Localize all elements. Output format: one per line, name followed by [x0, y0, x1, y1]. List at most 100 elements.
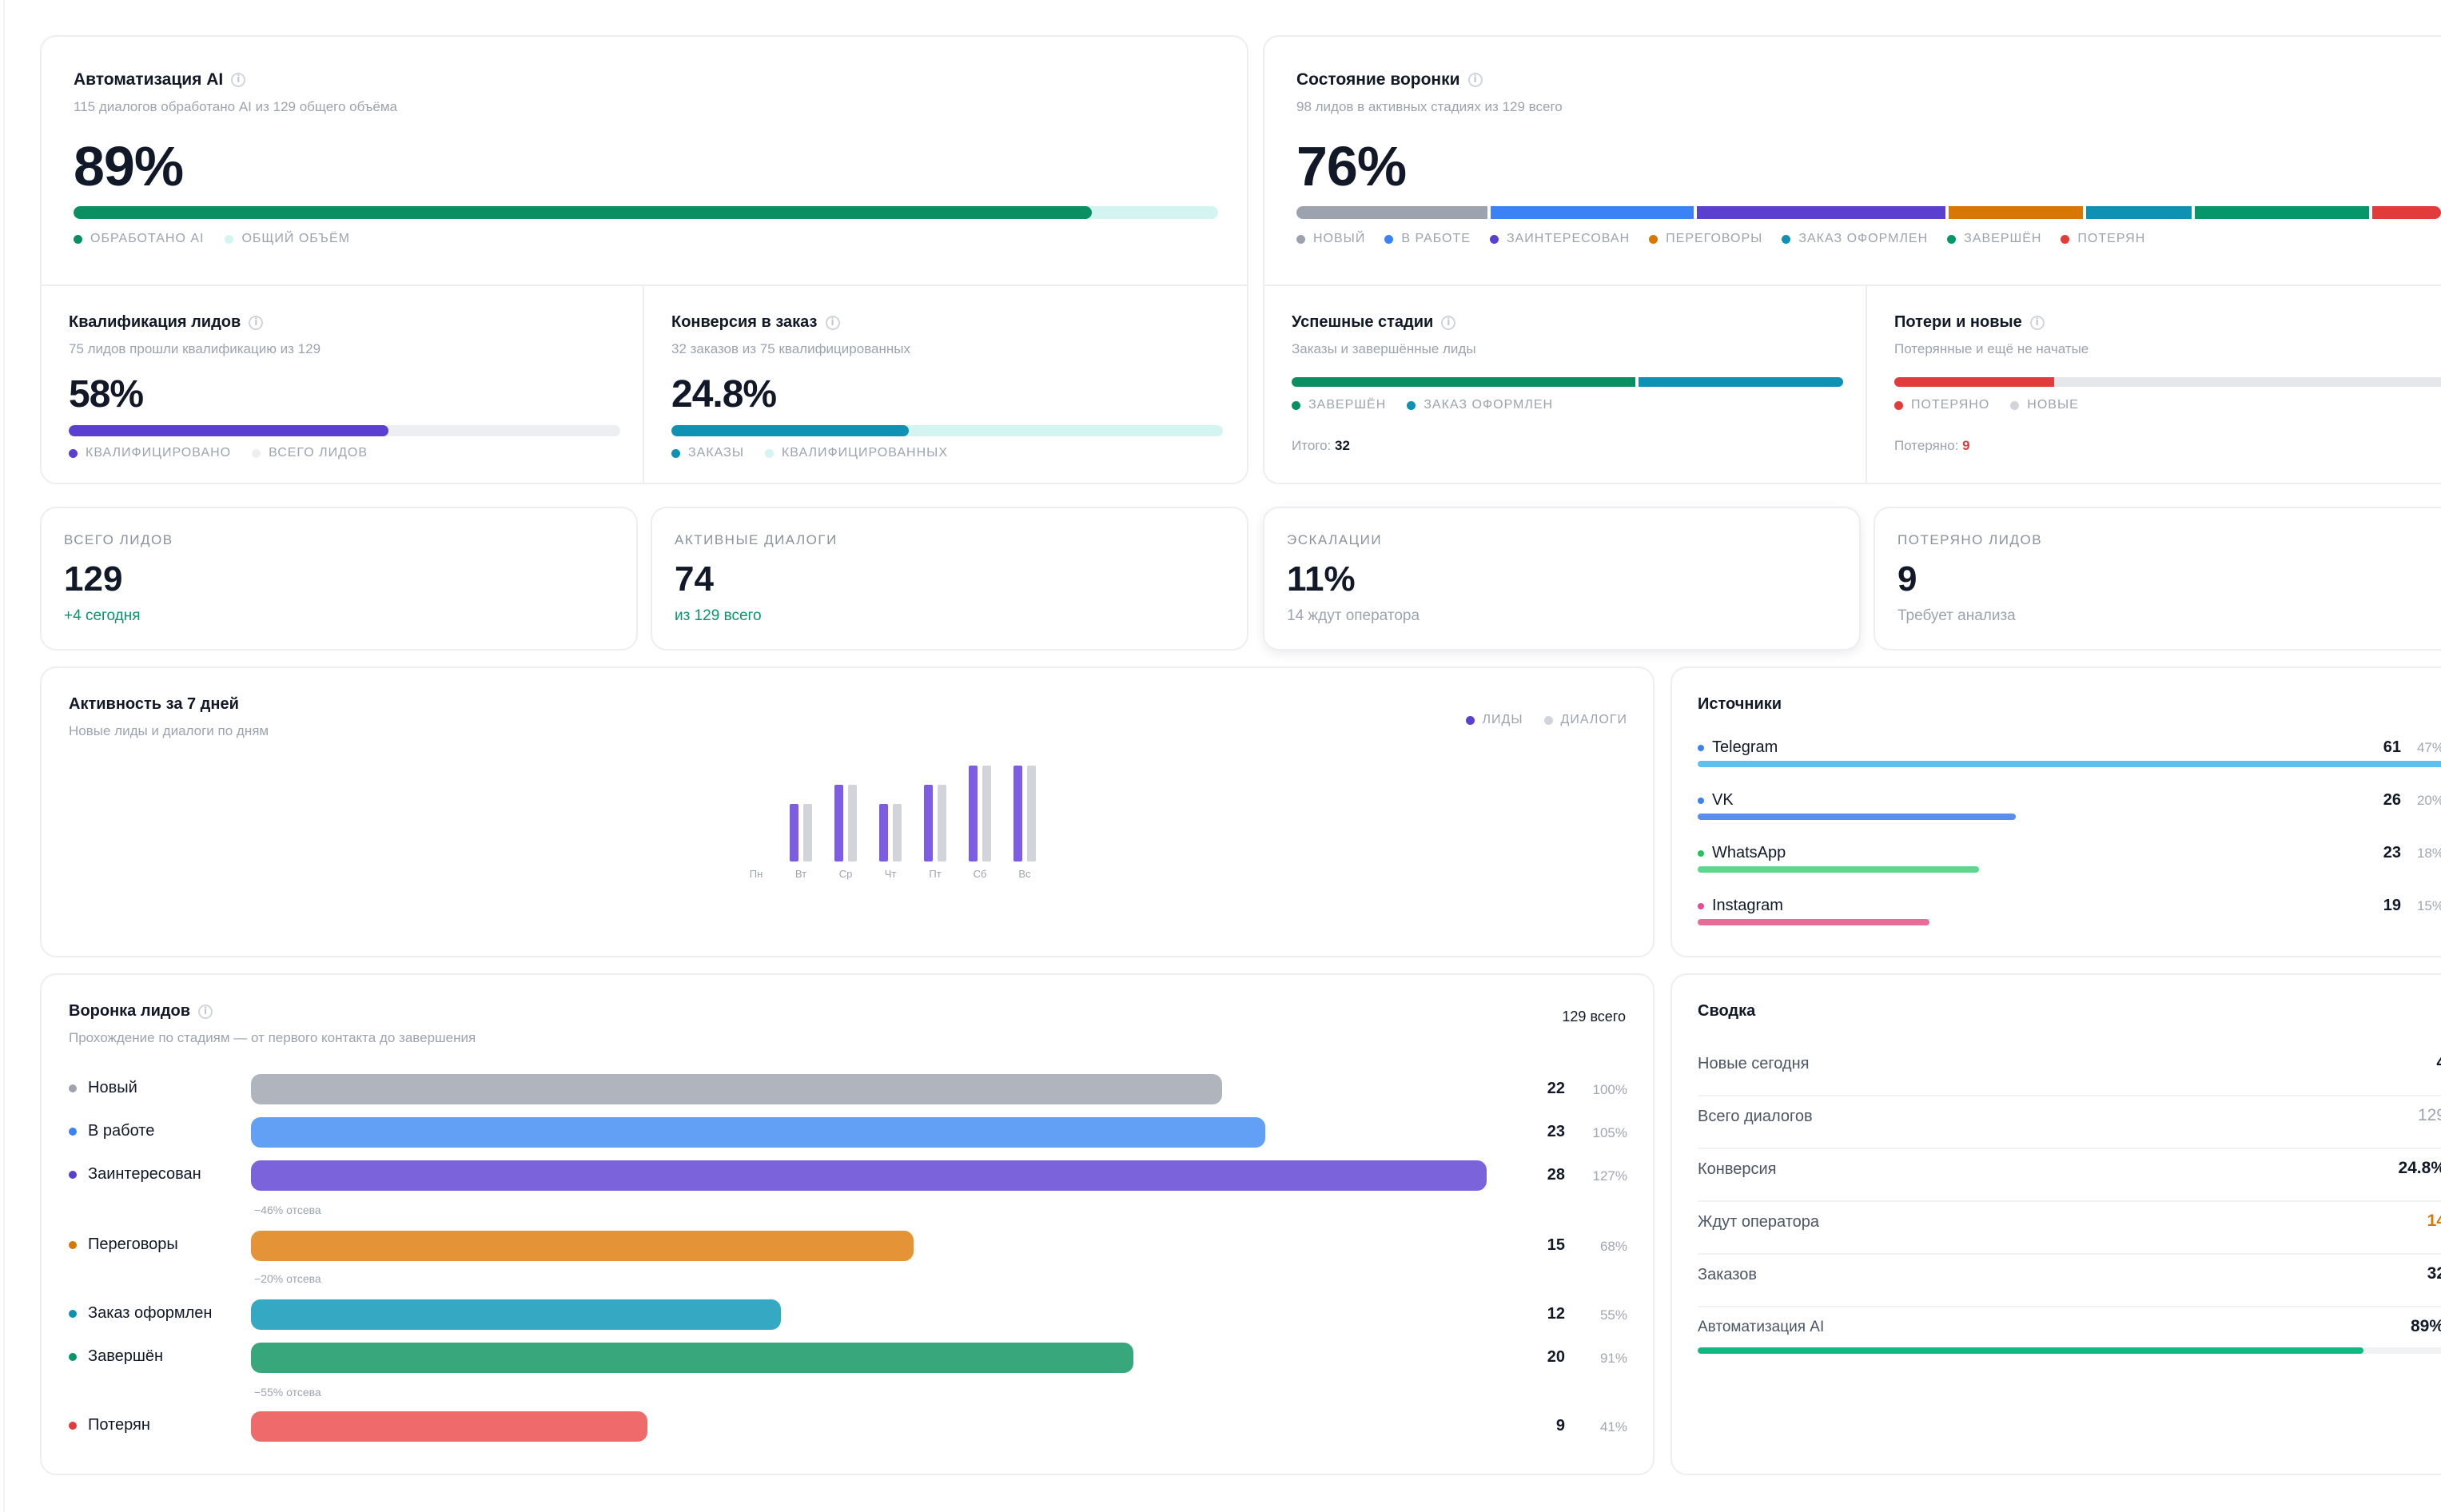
activity-bar[interactable]	[938, 785, 946, 861]
qualification-bar-fill	[69, 425, 389, 436]
source-row-instagram[interactable]: Instagram 19 15%	[1698, 897, 2441, 929]
funnel-state-title-row: Состояние воронки	[1296, 70, 1563, 90]
funnel-stage-row[interactable]: Потерян 9 41%	[42, 1411, 1653, 1443]
ai-automation-card: Автоматизация AI 115 диалогов обработано…	[40, 35, 1248, 484]
losses-legend: ПОТЕРЯНО НОВЫЕ	[1894, 398, 2079, 412]
activity-legend: ЛИДЫ ДИАЛОГИ	[1465, 713, 1627, 727]
activity-bar[interactable]	[1027, 766, 1036, 861]
source-label: Telegram	[1698, 738, 1778, 757]
ai-automation-legend: ОБРАБОТАНО AI ОБЩИЙ ОБЪЁМ	[74, 232, 350, 246]
funnel-stage-count: 15	[1547, 1236, 1565, 1254]
activity-bar[interactable]	[834, 785, 843, 861]
info-icon[interactable]	[825, 315, 840, 330]
funnel-stage-count: 22	[1547, 1080, 1565, 1097]
ai-automation-title-row: Автоматизация AI	[74, 70, 397, 90]
funnel-stage-row[interactable]: В работе 23 105%	[42, 1117, 1653, 1149]
info-icon[interactable]	[249, 315, 264, 330]
activity-bar[interactable]	[969, 766, 978, 861]
qualification-bar	[69, 425, 620, 436]
activity-title: Активность за 7 дней	[69, 695, 239, 713]
funnel-stage-count: 9	[1555, 1417, 1565, 1434]
source-bar	[1698, 866, 1980, 873]
source-bar	[1698, 761, 2441, 767]
source-dot	[1698, 744, 1704, 751]
funnel-stage-row[interactable]: Переговоры 15 68%	[42, 1231, 1653, 1263]
funnel-dropoff-label: −55% отсева	[254, 1386, 321, 1399]
stat-label: АКТИВНЫЕ ДИАЛОГИ	[675, 532, 838, 547]
activity-bar[interactable]	[803, 804, 812, 861]
activity-bar[interactable]	[879, 804, 888, 861]
info-icon[interactable]	[1467, 73, 1483, 87]
funnel-stage-bar	[251, 1074, 1223, 1104]
info-icon[interactable]	[231, 73, 246, 87]
funnel-segment-bar	[1296, 206, 2441, 219]
funnel-stage-row[interactable]: Новый 22 100%	[42, 1074, 1653, 1106]
losses-subtitle: Потерянные и ещё не начатые	[1894, 341, 2089, 356]
ai-automation-bar	[74, 206, 1218, 219]
source-count: 26	[2383, 791, 2401, 809]
funnel-stage-label: В работе	[69, 1122, 154, 1140]
stat-note: +4 сегодня	[64, 607, 141, 624]
qualification-value: 58%	[69, 373, 144, 416]
summary-ai-bar	[1698, 1347, 2441, 1354]
funnel-stage-row[interactable]: Завершён 20 91%	[42, 1343, 1653, 1375]
funnel-stage-bar	[251, 1411, 648, 1442]
funnel-stage-row[interactable]: Заинтересован 28 127%	[42, 1160, 1653, 1192]
source-row-telegram[interactable]: Telegram 61 47%	[1698, 738, 2441, 770]
info-icon[interactable]	[198, 1004, 213, 1019]
ai-card-divider	[42, 284, 1247, 286]
activity-bar[interactable]	[982, 766, 991, 861]
sources-title: Источники	[1698, 695, 1782, 713]
source-dot	[1698, 902, 1704, 909]
source-pct: 47%	[2416, 740, 2441, 755]
legend-qualified-total: КВАЛИФИЦИРОВАННЫХ	[764, 446, 948, 460]
source-name: Instagram	[1712, 897, 1783, 914]
legend-new: НОВЫЕ	[2010, 398, 2079, 412]
stat-note: из 129 всего	[675, 607, 762, 624]
funnel-stage-count: 23	[1547, 1123, 1565, 1140]
legend-item: ПЕРЕГОВОРЫ	[1649, 232, 1762, 246]
summary-row: Новые сегодня 4	[1698, 1044, 2441, 1096]
source-row-whatsapp[interactable]: WhatsApp 23 18%	[1698, 844, 2441, 876]
stat-card-active-dialogs[interactable]: АКТИВНЫЕ ДИАЛОГИ 74 из 129 всего	[651, 507, 1248, 651]
funnel-stage-pct: 91%	[1599, 1351, 1627, 1366]
activity-tick-label: Пт	[929, 868, 941, 880]
stat-card-total-leads[interactable]: ВСЕГО ЛИДОВ 129 +4 сегодня	[40, 507, 638, 651]
activity-bar[interactable]	[790, 804, 798, 861]
activity-tick-label: Сб	[974, 868, 987, 880]
funnel-segment	[2086, 206, 2192, 219]
funnel-dropoff-label: −46% отсева	[254, 1204, 321, 1216]
legend-dialogs: ДИАЛОГИ	[1543, 713, 1627, 727]
info-icon[interactable]	[2029, 315, 2045, 330]
legend-processed-ai: ОБРАБОТАНО AI	[74, 232, 204, 246]
funnel-stage-label: Новый	[69, 1079, 137, 1097]
source-label: Instagram	[1698, 897, 1783, 915]
legend-item: ЗАКАЗ ОФОРМЛЕН	[1782, 232, 1928, 246]
activity-bar[interactable]	[848, 785, 857, 861]
lead-funnel-title: Воронка лидов	[69, 1002, 191, 1020]
stat-note: Требует анализа	[1897, 607, 2016, 624]
legend-total-leads: ВСЕГО ЛИДОВ	[252, 446, 368, 460]
source-count: 23	[2383, 844, 2401, 861]
stat-card-escalations[interactable]: ЭСКАЛАЦИИ 11% 14 ждут оператора	[1263, 507, 1861, 651]
activity-bar[interactable]	[1013, 766, 1022, 861]
funnel-segment	[1296, 206, 1488, 219]
source-row-vk[interactable]: VK 26 20%	[1698, 791, 2441, 823]
activity-tick-label: Вс	[1018, 868, 1031, 880]
summary-row: Ждут оператора 14	[1698, 1202, 2441, 1255]
funnel-dropoff-label: −20% отсева	[254, 1272, 321, 1285]
summary-row: Заказов 32	[1698, 1255, 2441, 1307]
stat-card-lost-leads[interactable]: ПОТЕРЯНО ЛИДОВ 9 Требует анализа	[1874, 507, 2441, 651]
conversion-bar-fill	[671, 425, 909, 436]
lead-funnel-total: 129 всего	[1562, 1009, 1626, 1025]
activity-tick-label: Пн	[750, 868, 763, 880]
funnel-segment	[1697, 206, 1946, 219]
activity-bar[interactable]	[924, 785, 933, 861]
summary-row-value: 24.8%	[2398, 1159, 2441, 1177]
funnel-stage-row[interactable]: Заказ оформлен 12 55%	[42, 1299, 1653, 1331]
info-icon[interactable]	[1441, 315, 1456, 330]
conversion-subtitle: 32 заказов из 75 квалифицированных	[671, 341, 910, 356]
legend-item: В РАБОТЕ	[1384, 232, 1471, 246]
activity-bar[interactable]	[893, 804, 902, 861]
legend-total-volume: ОБЩИЙ ОБЪЁМ	[225, 232, 349, 246]
